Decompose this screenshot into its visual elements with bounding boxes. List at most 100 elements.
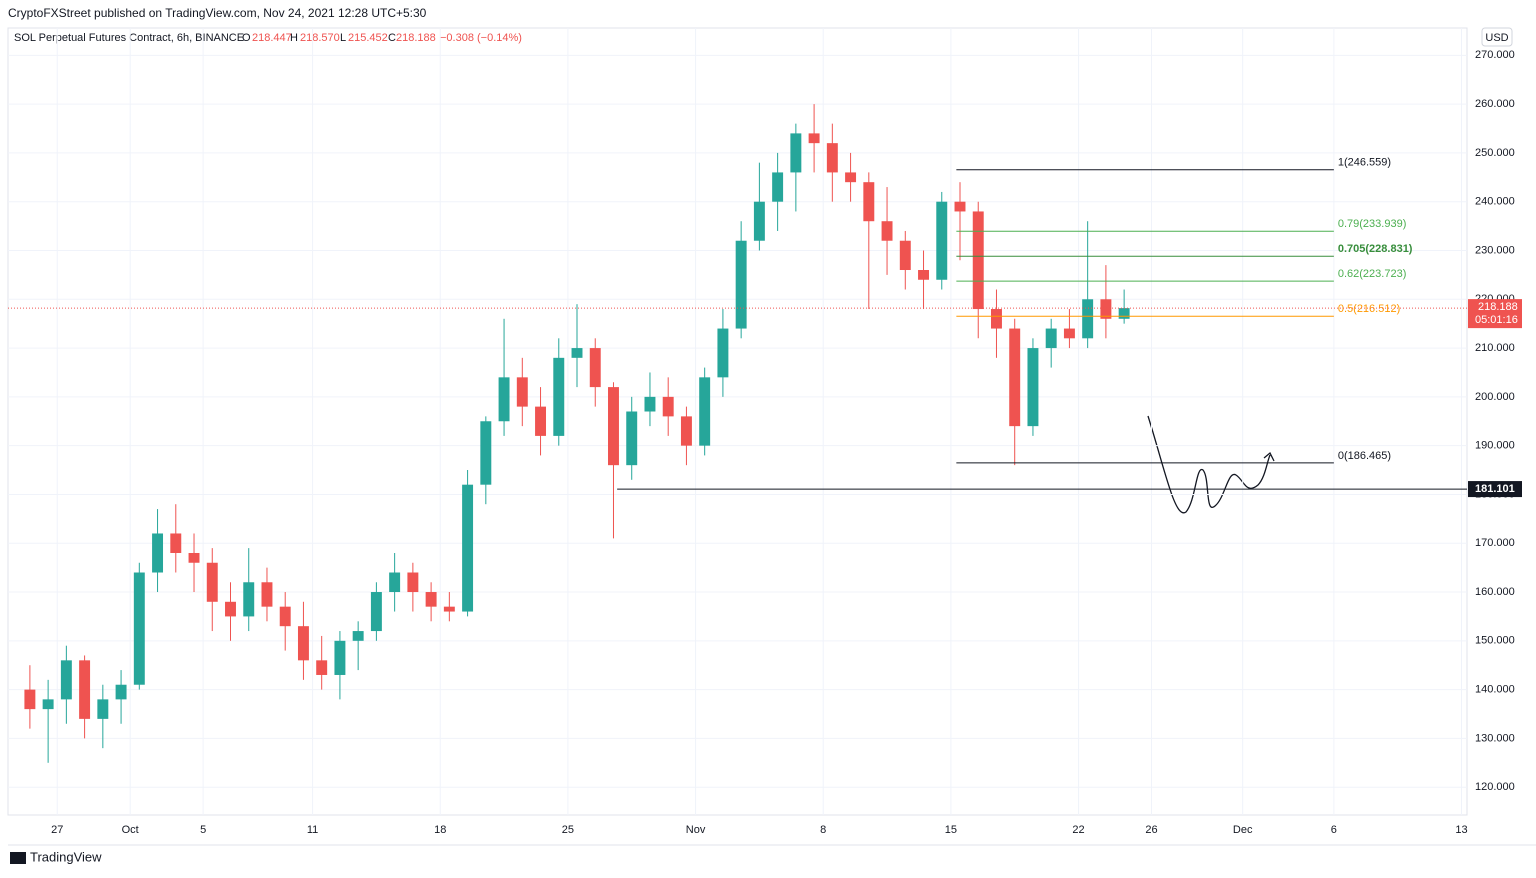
candle-body [772,172,784,202]
x-tick-label: Dec [1233,824,1253,836]
candle-body [389,572,401,593]
candle-body [1100,299,1112,319]
c-value: 218.188 [396,32,436,44]
candle-body [899,240,911,271]
x-tick-label: 6 [1331,824,1337,836]
candle-body [991,309,1002,329]
l-key: L [340,32,346,44]
logo-text: TradingView [30,849,102,864]
l-value: 215.452 [348,32,388,44]
x-tick-label: Oct [122,824,139,836]
currency-box[interactable] [1481,27,1513,47]
candle-body [972,211,984,310]
logo-icon [10,852,26,864]
candle-body [297,626,309,661]
y-tick-label: 190.000 [1475,440,1515,452]
y-tick-label: 140.000 [1475,684,1515,696]
candle-body [826,143,838,173]
y-tick-label: 260.000 [1475,98,1515,110]
candle-body [1009,328,1021,427]
candle-body [516,377,528,407]
currency[interactable]: USD [1485,32,1508,44]
x-tick-label: 8 [820,824,826,836]
candle-body [115,684,127,700]
candle-body [644,396,656,412]
candle-body [79,660,91,719]
fib-label: 1(246.559) [1338,157,1391,169]
candle-body [553,357,565,436]
candle-body [918,270,929,280]
candle-body [24,689,36,710]
y-tick-label: 200.000 [1475,391,1515,403]
x-tick-label: 11 [307,824,318,836]
fib-label: 0.705(228.831) [1338,243,1413,255]
y-tick-label: 170.000 [1475,537,1515,549]
candle-body [954,201,966,212]
change: −0.308 (−0.14%) [440,32,522,44]
x-tick-label: 5 [200,824,206,836]
y-tick-label: 230.000 [1475,244,1515,256]
candle-body [188,552,200,563]
candle-body [225,601,236,617]
candle-body [480,421,492,485]
last-price-tag [1468,299,1522,329]
h-key: H [290,32,298,44]
candle-body [152,533,164,573]
y-tick-label: 160.000 [1475,586,1515,598]
y-tick-label: 270.000 [1475,49,1515,61]
projection-drawing [1147,415,1275,514]
candle-body [753,201,765,241]
candle-body [407,572,419,593]
candle-body [936,201,948,280]
candle-body [535,406,547,436]
x-tick-label: Nov [686,824,706,836]
y-tick-label: 120.000 [1475,781,1515,793]
candle-body [571,348,583,358]
candle-body [608,387,619,466]
candle-body [717,328,729,378]
candle-body [352,631,364,641]
candle-body [443,606,455,612]
pane-border [7,27,1468,816]
x-tick-label: 22 [1072,824,1084,836]
x-tick-label: 25 [562,824,574,836]
candle-body [334,640,346,675]
candle-body [1063,328,1075,339]
fib-label: 0(186.465) [1338,450,1391,462]
o-value: 218.447 [252,32,292,44]
candle-body [170,533,182,553]
publisher: CryptoFXStreet published on TradingView.… [8,6,427,20]
candle-body [498,377,510,422]
candle-body [370,592,382,632]
c-key: C [388,32,396,44]
y-tick-label: 240.000 [1475,196,1515,208]
candle-body [243,582,255,617]
candle-body [808,133,820,144]
y-tick-label: 250.000 [1475,147,1515,159]
candle-body [735,240,747,329]
symbol-title: SOL Perpetual Futures Contract, 6h, BINA… [14,32,244,44]
candle-body [1045,328,1057,349]
y-tick-label: 210.000 [1475,342,1515,354]
candle-body [845,172,857,183]
fib-label: 0.5(216.512) [1338,303,1400,315]
candle-body [662,396,674,417]
y-tick-label: 150.000 [1475,635,1515,647]
support-tag [1468,481,1522,498]
candle-body [881,221,893,241]
candle-body [261,582,273,607]
x-tick-label: 27 [51,824,63,836]
fib-label: 0.79(233.939) [1338,218,1407,230]
candle-body [863,182,875,222]
candle-body [790,133,802,173]
candle-body [60,660,72,700]
x-tick-label: 13 [1455,824,1467,836]
y-tick-label: 130.000 [1475,732,1515,744]
x-tick-label: 18 [434,824,446,836]
candle-body [699,377,711,446]
x-tick-label: 26 [1145,824,1157,836]
candle-body [97,699,109,719]
